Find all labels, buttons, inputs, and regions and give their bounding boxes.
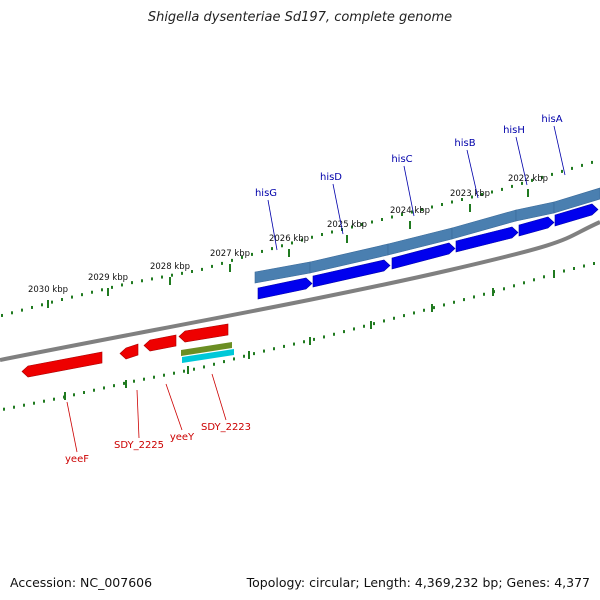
reverse-gene-arrow	[143, 334, 177, 352]
forward-gene-arrow	[257, 277, 313, 300]
forward-gene-label: hisB	[454, 138, 475, 149]
scale-label: 2026 kbp	[269, 234, 309, 244]
gene-leader-line	[267, 199, 278, 251]
gene-leader-line	[332, 183, 344, 235]
scale-label: 2024 kbp	[390, 206, 430, 216]
forward-gene-label: hisH	[503, 125, 525, 136]
forward-gene-arrow	[554, 203, 599, 227]
scale-label: 2027 kbp	[210, 249, 250, 259]
reverse-gene-arrow	[21, 351, 103, 378]
reverse-gene-arrow	[119, 343, 139, 360]
genome-backbone	[0, 220, 600, 362]
forward-gene-label: hisC	[391, 154, 412, 165]
tick-layer: 2022 kbp 2023 kbp 2024 kbp 2025 kbp 2026 kbp…	[1, 160, 595, 411]
label-layer: hisA hisH hisB hisC hisD hisG SDY_2223 yeeY SDY_…	[65, 114, 566, 465]
feature-cyan-bar	[182, 349, 234, 363]
reverse-gene-label: yeeY	[170, 432, 195, 443]
feature-layer	[21, 187, 600, 378]
genome-summary-text: Topology: circular; Length: 4,369,232 bp…	[246, 575, 590, 590]
forward-gene-arrow	[391, 242, 456, 270]
scale-label: 2025 kbp	[327, 220, 367, 230]
backbone-layer	[0, 220, 600, 362]
operon-segment	[553, 187, 600, 214]
gene-leader-line	[553, 125, 566, 176]
scale-label: 2029 kbp	[88, 273, 128, 283]
forward-gene-label: hisA	[541, 114, 562, 125]
scale-label: 2023 kbp	[450, 189, 490, 199]
gene-leader-line	[66, 401, 78, 453]
forward-gene-label: hisD	[320, 172, 342, 183]
reverse-gene-label: SDY_2223	[201, 422, 251, 433]
gene-leader-line	[165, 383, 183, 431]
scale-label: 2028 kbp	[150, 262, 190, 272]
forward-gene-label: hisG	[255, 188, 277, 199]
map-title: Shigella dysenteriae Sd197, complete gen…	[147, 10, 453, 25]
gene-leader-line	[466, 149, 479, 199]
feature-olive-bar	[181, 342, 232, 356]
gene-leader-line	[403, 165, 415, 217]
accession-text: Accession: NC_007606	[10, 575, 153, 590]
reverse-gene-label: SDY_2225	[114, 440, 164, 451]
gene-leader-line	[211, 373, 227, 421]
gene-leader-line	[515, 136, 528, 186]
reverse-gene-arrow	[178, 323, 229, 343]
scale-label: 2022 kbp	[508, 174, 548, 184]
scale-label: 2030 kbp	[28, 285, 68, 295]
forward-gene-arrow	[455, 226, 519, 253]
forward-gene-arrow	[312, 259, 391, 288]
forward-gene-arrow	[518, 216, 555, 237]
gene-leader-line	[136, 389, 140, 439]
reverse-gene-label: yeeF	[65, 454, 89, 465]
